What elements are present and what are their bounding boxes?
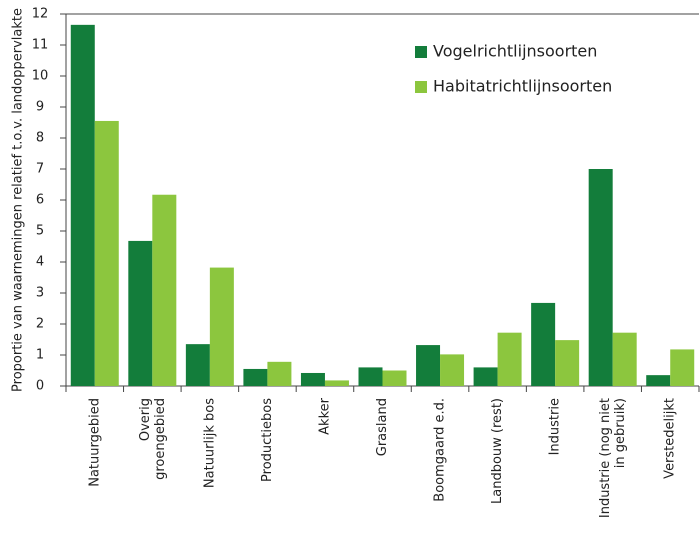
y-tick-label: 2 bbox=[36, 317, 44, 332]
x-tick-label: Grasland bbox=[375, 398, 390, 456]
y-tick-label: 10 bbox=[32, 69, 49, 84]
bar bbox=[185, 344, 210, 386]
bar bbox=[152, 194, 177, 386]
bar bbox=[267, 361, 292, 386]
y-tick-label: 6 bbox=[36, 193, 44, 208]
bar bbox=[555, 340, 580, 386]
bar bbox=[416, 345, 441, 386]
bar bbox=[497, 332, 522, 386]
y-axis-label: Proportie van waarnemingen relatief t.o.… bbox=[11, 8, 26, 392]
x-tick-label: Akker bbox=[317, 397, 332, 434]
legend-label: Habitatrichtlijnsoorten bbox=[433, 77, 612, 96]
y-tick-label: 3 bbox=[36, 286, 44, 301]
legend-swatch bbox=[415, 81, 427, 93]
legend-label: Vogelrichtlijnsoorten bbox=[433, 42, 597, 61]
x-tick-label: Landbouw (rest) bbox=[490, 398, 505, 504]
x-tick-label: Overiggroengebied bbox=[137, 398, 167, 480]
x-tick-label: Productiebos bbox=[260, 398, 275, 482]
bar bbox=[382, 370, 407, 386]
y-tick-label: 1 bbox=[36, 348, 44, 363]
bar bbox=[243, 368, 268, 386]
bar bbox=[300, 372, 325, 386]
x-tick-label: Natuurgebied bbox=[87, 398, 102, 487]
legend-swatch bbox=[415, 46, 427, 58]
y-tick-label: 5 bbox=[36, 224, 44, 239]
x-tick-label: Boomgaard e.d. bbox=[433, 398, 448, 502]
x-tick-label: Industrie bbox=[548, 398, 563, 455]
y-tick-label: 7 bbox=[36, 162, 44, 177]
bar bbox=[324, 380, 349, 386]
y-tick-label: 4 bbox=[36, 255, 44, 270]
bar bbox=[128, 240, 153, 386]
y-tick-label: 11 bbox=[32, 38, 49, 53]
bar bbox=[670, 349, 695, 386]
bar bbox=[94, 120, 119, 386]
y-tick-label: 12 bbox=[32, 7, 49, 22]
bar bbox=[612, 332, 637, 386]
bar bbox=[588, 169, 613, 386]
bar bbox=[473, 367, 498, 386]
x-tick-label: Verstedelijkt bbox=[663, 398, 678, 479]
x-tick-label: Natuurlijk bos bbox=[202, 398, 217, 488]
y-tick-label: 0 bbox=[36, 379, 44, 394]
x-tick-label: Industrie (nog nietin gebruik) bbox=[598, 398, 628, 518]
bar bbox=[440, 354, 465, 386]
bar bbox=[358, 367, 383, 386]
bar bbox=[209, 267, 234, 386]
bar bbox=[531, 302, 556, 386]
bar bbox=[646, 375, 671, 386]
y-tick-label: 8 bbox=[36, 131, 44, 146]
y-tick-label: 9 bbox=[36, 100, 44, 115]
bar bbox=[70, 24, 95, 386]
